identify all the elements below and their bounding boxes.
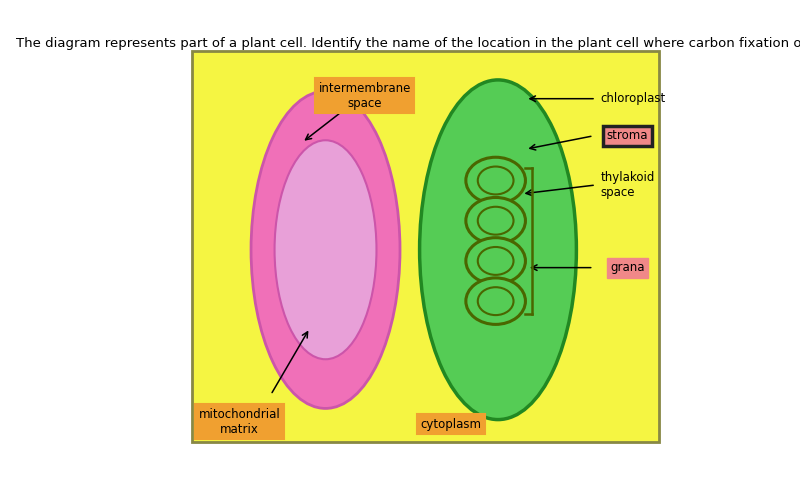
Text: chloroplast: chloroplast <box>601 92 666 105</box>
Text: grana: grana <box>610 261 645 274</box>
Text: cytoplasm: cytoplasm <box>421 418 482 431</box>
Ellipse shape <box>251 91 400 408</box>
Ellipse shape <box>478 207 514 235</box>
Text: intermembrane
space: intermembrane space <box>318 82 411 109</box>
Ellipse shape <box>466 278 526 325</box>
Ellipse shape <box>274 140 377 359</box>
Text: thylakoid
space: thylakoid space <box>601 171 655 199</box>
Text: The diagram represents part of a plant cell. Identify the name of the location i: The diagram represents part of a plant c… <box>16 37 800 51</box>
Text: stroma: stroma <box>606 129 648 142</box>
Ellipse shape <box>478 287 514 315</box>
Ellipse shape <box>478 247 514 275</box>
Ellipse shape <box>466 238 526 284</box>
Ellipse shape <box>466 197 526 244</box>
Ellipse shape <box>419 80 576 420</box>
FancyBboxPatch shape <box>192 51 658 442</box>
Ellipse shape <box>466 157 526 204</box>
Ellipse shape <box>478 166 514 195</box>
Text: mitochondrial
matrix: mitochondrial matrix <box>198 408 280 436</box>
